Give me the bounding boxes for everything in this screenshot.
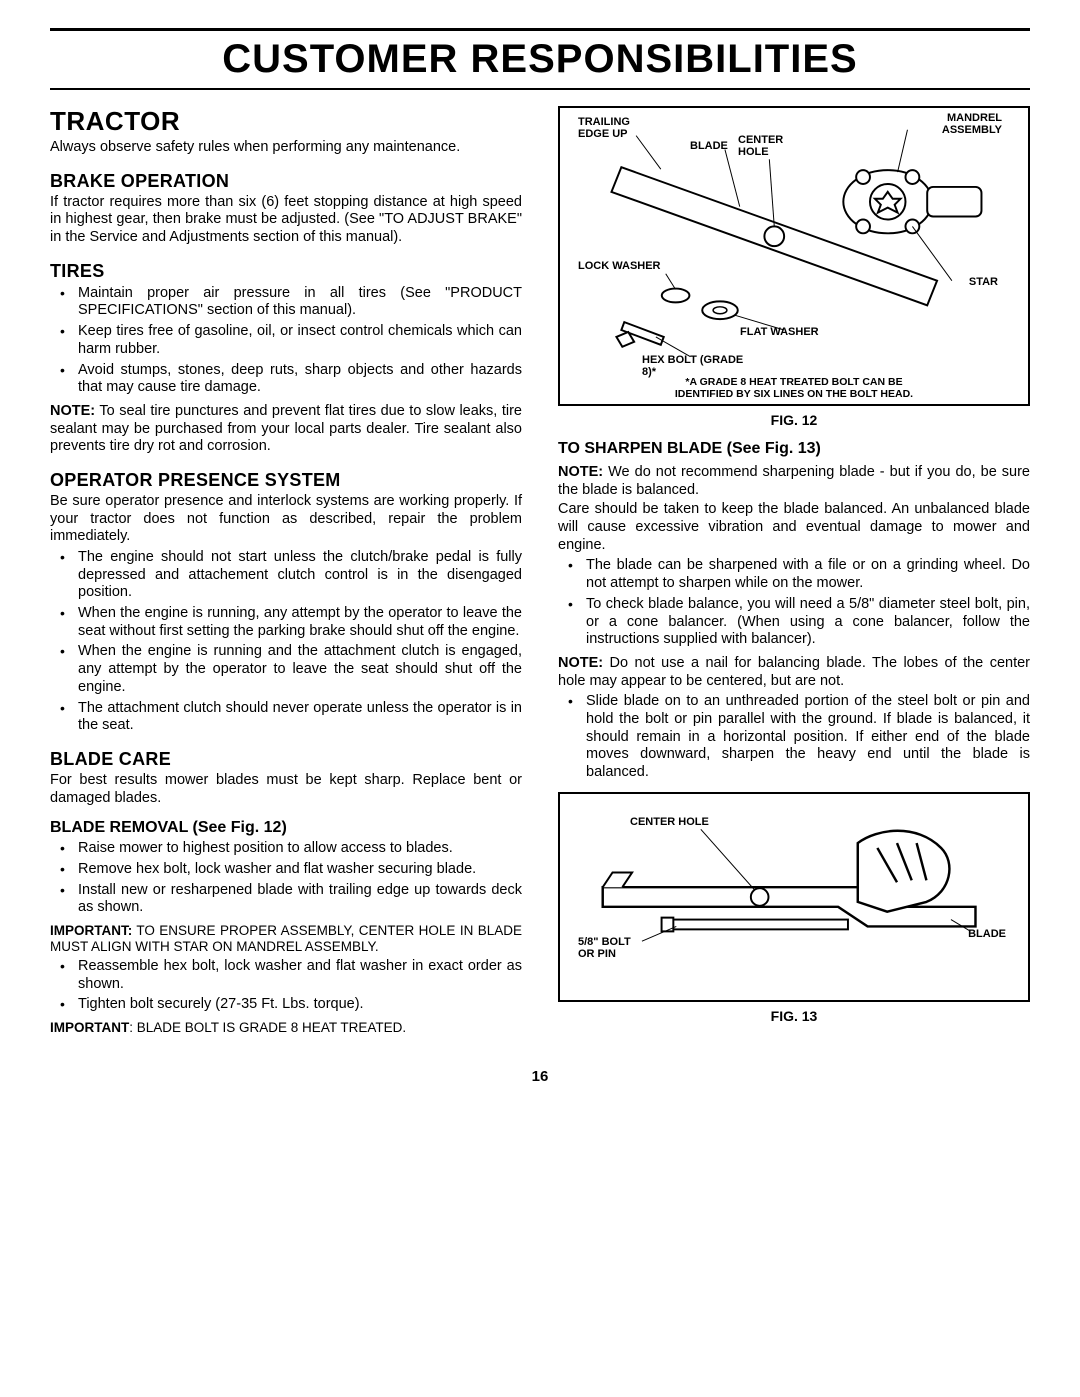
heading-ops: OPERATOR PRESENCE SYSTEM — [50, 470, 522, 491]
note-label: NOTE: — [558, 464, 603, 480]
fig12-label-hex-bolt: HEX BOLT (GRADE 8)* — [642, 354, 743, 378]
list-item: When the engine is running, any attempt … — [50, 605, 522, 640]
list-item: Remove hex bolt, lock washer and flat wa… — [50, 861, 522, 879]
blade-care-paragraph: For best results mower blades must be ke… — [50, 772, 522, 807]
heading-blade-removal: BLADE REMOVAL (See Fig. 12) — [50, 819, 522, 837]
figure-12: TRAILING EDGE UP MANDREL ASSEMBLY BLADE … — [558, 106, 1030, 406]
list-item: Install new or resharpened blade with tr… — [50, 882, 522, 917]
sharpen-list-1: The blade can be sharpened with a file o… — [558, 557, 1030, 648]
heading-tires: TIRES — [50, 261, 522, 282]
list-item: When the engine is running and the attac… — [50, 643, 522, 696]
fig12-footnote: *A GRADE 8 HEAT TREATED BOLT CAN BE IDEN… — [560, 376, 1028, 400]
heading-tractor: TRACTOR — [50, 106, 522, 137]
fig12-caption: FIG. 12 — [558, 412, 1030, 428]
note-text: To seal tire punctures and prevent flat … — [50, 403, 522, 454]
fig12-label-mandrel: MANDREL ASSEMBLY — [942, 112, 1002, 136]
fig12-label-star: STAR — [969, 276, 998, 288]
fig12-label-blade: BLADE — [690, 140, 728, 152]
sharpen-list-2: Slide blade on to an unthreaded portion … — [558, 693, 1030, 781]
note-label: NOTE: — [558, 655, 603, 671]
list-item: The attachment clutch should never opera… — [50, 700, 522, 735]
heading-sharpen: TO SHARPEN BLADE (See Fig. 13) — [558, 440, 1030, 458]
note-text: Do not use a nail for balancing blade. T… — [558, 655, 1030, 689]
tires-note: NOTE: To seal tire punctures and prevent… — [50, 403, 522, 456]
page-number: 16 — [50, 1068, 1030, 1085]
two-column-layout: TRACTOR Always observe safety rules when… — [50, 102, 1030, 1038]
list-item: Reassemble hex bolt, lock washer and fla… — [50, 958, 522, 993]
figure-13: CENTER HOLE 5/8" BOLT OR PIN BLADE — [558, 792, 1030, 1002]
important-label: IMPORTANT — [50, 1020, 129, 1035]
fig12-svg — [560, 108, 1028, 404]
ops-paragraph: Be sure operator presence and interlock … — [50, 493, 522, 546]
right-column: TRAILING EDGE UP MANDREL ASSEMBLY BLADE … — [558, 102, 1030, 1038]
sharpen-note-1: NOTE: We do not recommend sharpening bla… — [558, 464, 1030, 499]
fig12-label-trailing: TRAILING EDGE UP — [578, 116, 630, 140]
blade-removal-list-1: Raise mower to highest position to allow… — [50, 840, 522, 917]
list-item: Maintain proper air pressure in all tire… — [50, 285, 522, 320]
list-item: Tighten bolt securely (27-35 Ft. Lbs. to… — [50, 996, 522, 1014]
heading-brake: BRAKE OPERATION — [50, 171, 522, 192]
fig12-label-lock-washer: LOCK WASHER — [578, 260, 661, 272]
fig12-label-flat-washer: FLAT WASHER — [740, 326, 819, 338]
list-item: Keep tires free of gasoline, oil, or ins… — [50, 323, 522, 358]
sharpen-paragraph: Care should be taken to keep the blade b… — [558, 501, 1030, 554]
ops-list: The engine should not start unless the c… — [50, 549, 522, 735]
fig13-label-blade: BLADE — [968, 928, 1006, 940]
rule-top — [50, 28, 1030, 31]
brake-paragraph: If tractor requires more than six (6) fe… — [50, 194, 522, 247]
important-note-1: IMPORTANT: TO ENSURE PROPER ASSEMBLY, CE… — [50, 923, 522, 955]
list-item: The engine should not start unless the c… — [50, 549, 522, 602]
fig13-label-center-hole: CENTER HOLE — [630, 816, 709, 828]
page-title: CUSTOMER RESPONSIBILITIES — [50, 37, 1030, 82]
heading-blade-care: BLADE CARE — [50, 749, 522, 770]
list-item: To check blade balance, you will need a … — [558, 596, 1030, 649]
blade-removal-list-2: Reassemble hex bolt, lock washer and fla… — [50, 958, 522, 1014]
fig13-label-bolt: 5/8" BOLT OR PIN — [578, 936, 631, 960]
tires-list: Maintain proper air pressure in all tire… — [50, 285, 522, 397]
list-item: The blade can be sharpened with a file o… — [558, 557, 1030, 592]
important-label: IMPORTANT: — [50, 923, 132, 938]
sharpen-note-2: NOTE: Do not use a nail for balancing bl… — [558, 655, 1030, 690]
tractor-intro: Always observe safety rules when perform… — [50, 139, 522, 157]
rule-bottom — [50, 88, 1030, 90]
fig12-label-center-hole: CENTER HOLE — [738, 134, 783, 158]
list-item: Slide blade on to an unthreaded portion … — [558, 693, 1030, 781]
important-note-2: IMPORTANT: BLADE BOLT IS GRADE 8 HEAT TR… — [50, 1020, 522, 1036]
important-text: : BLADE BOLT IS GRADE 8 HEAT TREATED. — [129, 1020, 406, 1035]
list-item: Raise mower to highest position to allow… — [50, 840, 522, 858]
left-column: TRACTOR Always observe safety rules when… — [50, 102, 522, 1038]
note-text: We do not recommend sharpening blade - b… — [558, 464, 1030, 498]
note-label: NOTE: — [50, 403, 95, 419]
fig13-caption: FIG. 13 — [558, 1008, 1030, 1024]
list-item: Avoid stumps, stones, deep ruts, sharp o… — [50, 362, 522, 397]
